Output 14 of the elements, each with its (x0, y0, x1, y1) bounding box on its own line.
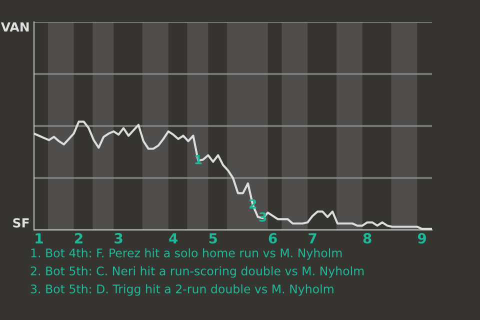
x-tick-label: 3 (114, 233, 122, 244)
ref-line-label: SF (13, 218, 29, 228)
ref-line-label: VAN (0, 22, 29, 32)
text: 3. Bot 5th: D. Trigg hit a 2-run double vs M. Nyholm (30, 284, 334, 296)
text: 1. Bot 4th: F. Perez hit a solo home run vs M. Nyholm (31, 248, 342, 260)
x-tick-label: 6 (268, 233, 277, 244)
text: 2. Bot 5th: C. Neri hit a run-scoring double vs M. Nyholm (30, 266, 364, 278)
x-tick-label: 7 (308, 233, 316, 244)
x-tick-label: 4 (169, 233, 178, 244)
x-tick-label: 5 (209, 233, 217, 244)
x-tick-label: 9 (418, 233, 426, 244)
x-tick-label: 8 (363, 233, 372, 244)
x-tick-label: 1 (36, 233, 43, 244)
x-tick-label: 2 (75, 233, 82, 244)
